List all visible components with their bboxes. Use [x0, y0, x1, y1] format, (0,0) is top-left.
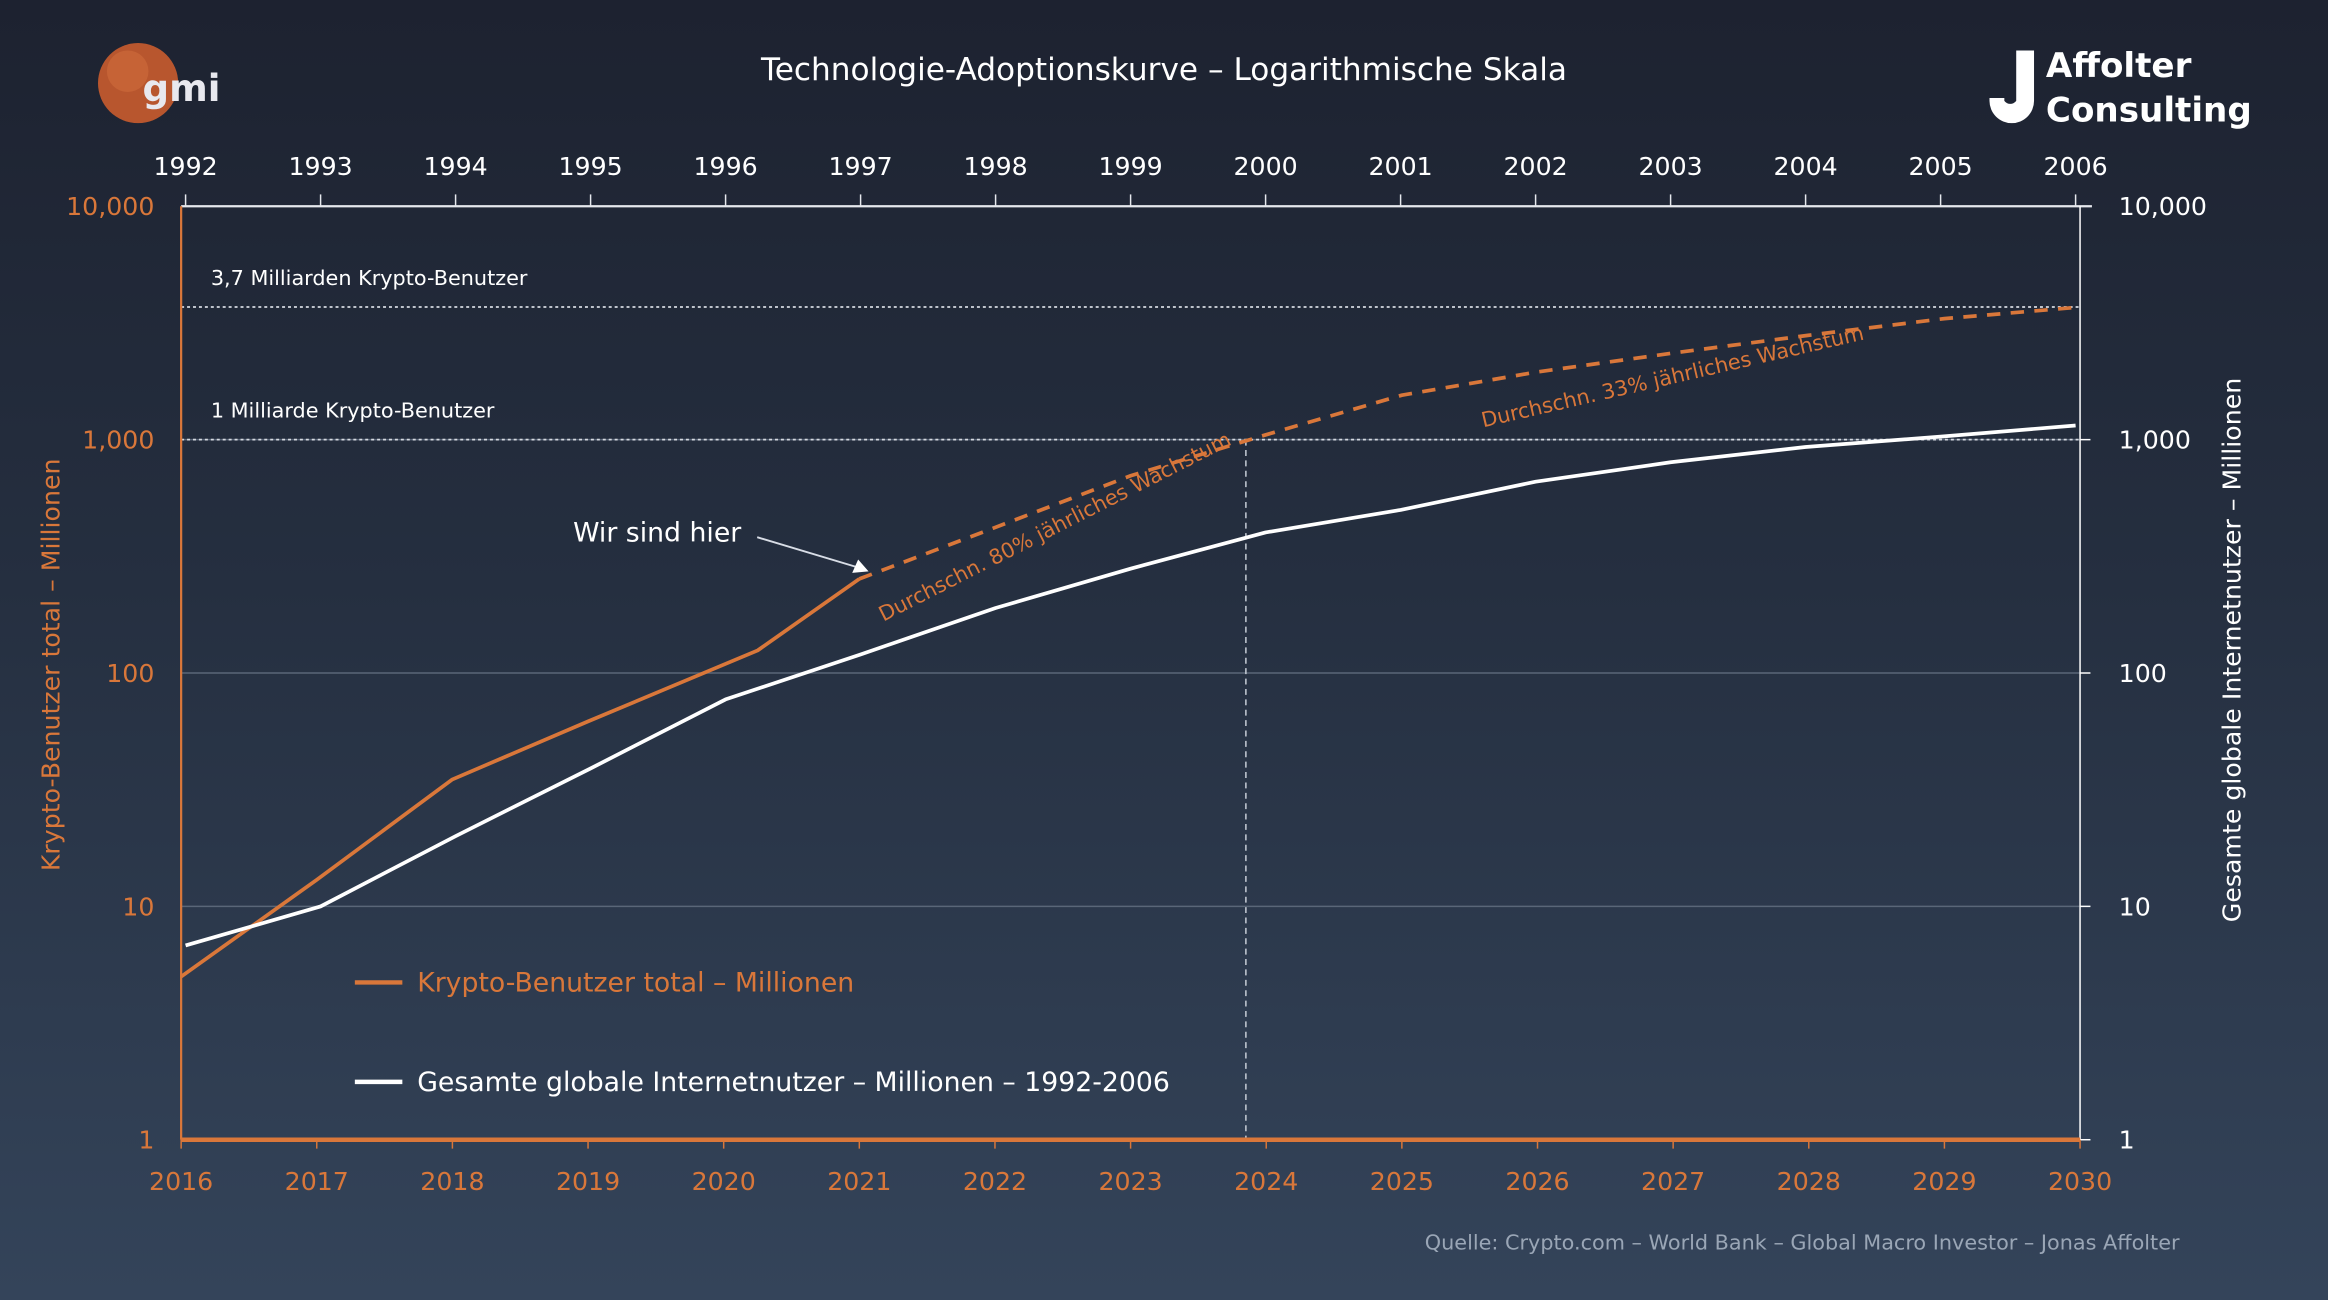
y-tick-label-left: 10 — [122, 892, 154, 921]
x-tick-label-top: 2005 — [1908, 152, 1972, 181]
x-tick-label-top: 1998 — [963, 152, 1027, 181]
annotation-80-growth: Durchschn. 80% jährliches Wachstum — [875, 427, 1235, 626]
x-tick-label-bottom: 2029 — [1912, 1167, 1976, 1196]
legend-label-crypto: Krypto-Benutzer total – Millionen — [417, 967, 854, 998]
x-tick-label-bottom: 2017 — [285, 1167, 349, 1196]
x-tick-label-top: 1996 — [693, 152, 757, 181]
x-tick-label-bottom: 2026 — [1505, 1167, 1569, 1196]
reference-lines: 3,7 Milliarden Krypto-Benutzer 1 Milliard… — [181, 266, 2081, 1140]
affolter-consulting-logo: Affolter Consulting — [1989, 46, 2252, 131]
annotation-wir-sind-hier: Wir sind hier — [573, 518, 741, 549]
y-tick-label-right: 10,000 — [2119, 192, 2207, 221]
x-tick-label-bottom: 2020 — [692, 1167, 756, 1196]
svg-text:Consulting: Consulting — [2046, 91, 2252, 131]
x-tick-label-top: 1993 — [288, 152, 352, 181]
gmi-logo: gmi — [97, 43, 221, 124]
x-tick-label-top: 2000 — [1233, 152, 1297, 181]
x-tick-label-bottom: 2024 — [1234, 1167, 1298, 1196]
x-tick-label-bottom: 2021 — [827, 1167, 891, 1196]
y-tick-label-left: 1 — [138, 1126, 154, 1155]
x-tick-label-bottom: 2016 — [149, 1167, 213, 1196]
x-tick-label-bottom: 2023 — [1098, 1167, 1162, 1196]
legend-label-internet: Gesamte globale Internetnutzer – Million… — [417, 1067, 1170, 1098]
x-tick-label-top: 1994 — [423, 152, 487, 181]
svg-text:Affolter: Affolter — [2046, 46, 2192, 86]
x-tick-label-top: 2003 — [1638, 152, 1702, 181]
svg-text:gmi: gmi — [143, 67, 221, 110]
internet-users-line — [185, 423, 2076, 948]
axes: 1 1 10 10 100 100 1,000 1,000 10,000 10,000 2016 20… — [66, 152, 2207, 1196]
y-axis-right-label: Gesamte globale Internetnutzer – Million… — [2217, 378, 2246, 922]
x-tick-label-top: 1992 — [153, 152, 217, 181]
y-tick-label-right: 1,000 — [2119, 426, 2191, 455]
x-tick-label-top: 2001 — [1368, 152, 1432, 181]
reference-line-label: 3,7 Milliarden Krypto-Benutzer — [211, 266, 528, 290]
x-tick-label-bottom: 2027 — [1641, 1167, 1705, 1196]
x-tick-label-bottom: 2025 — [1370, 1167, 1434, 1196]
y-tick-label-right: 100 — [2119, 659, 2167, 688]
x-tick-label-top: 2002 — [1503, 152, 1567, 181]
x-tick-label-top: 2006 — [2044, 152, 2108, 181]
x-tick-label-bottom: 2018 — [420, 1167, 484, 1196]
arrow-head-icon — [852, 559, 869, 573]
legend: Krypto-Benutzer total – Millionen Gesamt… — [354, 967, 1170, 1098]
y-tick-label-right: 1 — [2119, 1126, 2135, 1155]
crypto-actual-line — [180, 577, 861, 979]
crypto-projection-line — [858, 305, 2081, 581]
y-axis-left-label: Krypto-Benutzer total – Millionen — [36, 459, 65, 872]
x-tick-label-bottom: 2022 — [963, 1167, 1027, 1196]
grid — [181, 438, 2081, 908]
chart-title: Technologie-Adoptionskurve – Logarithmis… — [760, 52, 1567, 88]
y-tick-label-right: 10 — [2119, 892, 2151, 921]
x-tick-label-bottom: 2028 — [1777, 1167, 1841, 1196]
x-tick-label-top: 2004 — [1773, 152, 1837, 181]
x-tick-label-bottom: 2019 — [556, 1167, 620, 1196]
y-tick-label-left: 1,000 — [82, 426, 154, 455]
source-note: Quelle: Crypto.com – World Bank – Global… — [1425, 1231, 2180, 1255]
series-lines — [180, 305, 2081, 979]
annotation-33-growth: Durchschn. 33% jährliches Wachstum — [1479, 321, 1866, 432]
x-tick-label-top: 1999 — [1098, 152, 1162, 181]
reference-line-label: 1 Milliarde Krypto-Benutzer — [211, 398, 495, 422]
x-tick-label-bottom: 2030 — [2048, 1167, 2112, 1196]
y-tick-label-left: 100 — [106, 659, 154, 688]
x-tick-label-top: 1997 — [828, 152, 892, 181]
y-tick-label-left: 10,000 — [66, 192, 154, 221]
x-tick-label-top: 1995 — [558, 152, 622, 181]
annotation-arrow-line — [756, 536, 862, 570]
